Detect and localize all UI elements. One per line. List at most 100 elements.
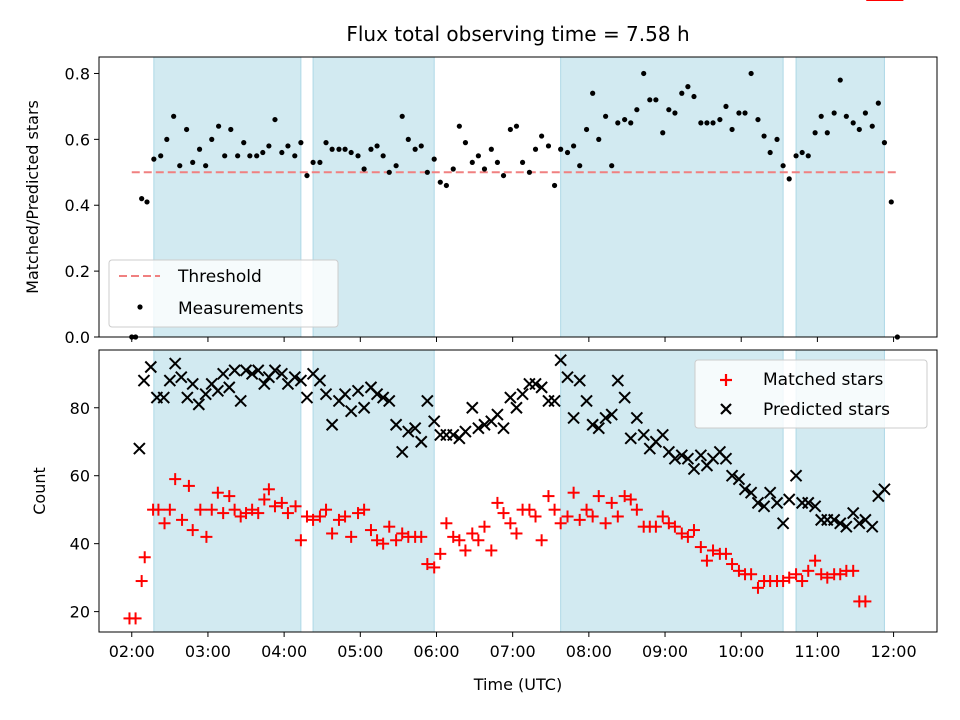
predicted-point [757, 500, 771, 513]
matched-legend-swatch [720, 374, 732, 386]
predicted-point [725, 469, 739, 482]
predicted-point [783, 493, 796, 506]
measurement-point [736, 110, 742, 116]
measurement-point [755, 116, 761, 123]
measurement-point [869, 123, 875, 129]
measurement-point [564, 149, 571, 156]
matched-point [228, 503, 241, 516]
predicted-legend-label: Predicted stars [763, 400, 890, 420]
predicted-point [395, 445, 409, 459]
measurement-point [139, 196, 145, 202]
predicted-point [535, 381, 548, 394]
measurement-point [831, 110, 837, 116]
matched-point [732, 564, 745, 577]
measurement-point [310, 159, 316, 166]
matched-point [289, 500, 302, 513]
measurement-point [209, 136, 215, 142]
measurement-point [144, 199, 150, 205]
matched-point [567, 486, 580, 499]
predicted-point [491, 408, 504, 421]
matched-point [415, 530, 428, 543]
matched-legend-label: Matched stars [763, 370, 883, 390]
count-shaded-interval [153, 349, 302, 633]
matched-point [252, 507, 265, 520]
measurement-point [329, 146, 335, 152]
matched-point [668, 520, 681, 533]
measurement-point [285, 143, 291, 149]
count-ylabel: Count [30, 467, 49, 515]
measurement-point [704, 120, 710, 126]
matched-point [320, 503, 333, 516]
measurement-point [723, 103, 729, 110]
measurement-point [812, 130, 818, 136]
predicted-points [133, 0, 903, 533]
matched-point [262, 483, 275, 496]
matched-point [719, 547, 732, 560]
count-xtick-label: 12:00 [871, 642, 917, 661]
count-xtick-label: 02:00 [109, 642, 155, 661]
measurement-point [412, 146, 418, 152]
matched-point [847, 564, 860, 577]
predicted-point [586, 418, 599, 431]
predicted-point [288, 370, 301, 384]
measurement-point [368, 146, 374, 152]
predicted-point [853, 517, 866, 530]
measurement-point [691, 93, 697, 100]
predicted-point [516, 387, 529, 401]
measurement-point [717, 116, 723, 123]
measurement-point [235, 153, 241, 159]
predicted-point [325, 418, 339, 431]
predicted-point [687, 462, 701, 476]
matched-point [169, 473, 182, 486]
measurement-point [177, 163, 183, 169]
measurement-point [348, 149, 354, 156]
threshold-legend-label: Threshold [177, 267, 262, 287]
matched-point [345, 530, 358, 543]
measurement-point [672, 110, 678, 116]
matched-point [510, 527, 523, 540]
matched-point [176, 513, 189, 526]
measurements-legend-label: Measurements [178, 299, 304, 319]
predicted-point [573, 374, 586, 387]
matched-point [478, 520, 491, 533]
matched-point [491, 496, 504, 509]
predicted-point [258, 377, 271, 391]
matched-point [809, 554, 822, 567]
count-shaded-regions [153, 349, 885, 633]
matched-point [313, 510, 326, 523]
predicted-point [133, 442, 146, 455]
measurement-point [590, 90, 596, 96]
predicted-point [376, 391, 390, 404]
measurement-point [190, 159, 196, 166]
measurement-point [298, 140, 304, 146]
predicted-point [157, 391, 170, 404]
measurement-point [158, 153, 164, 159]
predicted-point [137, 374, 151, 387]
measurement-point [742, 110, 748, 116]
predicted-point [211, 384, 225, 397]
measurement-point [355, 153, 361, 159]
measurement-point [500, 172, 507, 179]
predicted-point [504, 391, 517, 404]
predicted-point [789, 469, 803, 482]
measurement-point [539, 133, 545, 139]
matched-point [535, 534, 548, 547]
measurement-point [603, 113, 609, 119]
measurement-point [228, 126, 234, 133]
predicted-point [199, 387, 212, 401]
measurement-point [805, 153, 811, 159]
predicted-legend-swatch [720, 403, 732, 415]
ratio-shaded-interval [560, 56, 784, 338]
predicted-point [338, 387, 352, 401]
matched-point [694, 541, 707, 554]
measurement-point [462, 140, 469, 146]
measurement-point [247, 153, 253, 159]
measurement-point [475, 153, 481, 159]
measurement-point [767, 149, 773, 156]
predicted-point [497, 421, 510, 435]
matched-points [123, 0, 904, 625]
matched-point [383, 520, 396, 533]
measurement-point [266, 143, 272, 149]
predicted-point [668, 452, 682, 465]
figure-title: Flux total observing time = 7.58 h [346, 22, 689, 46]
